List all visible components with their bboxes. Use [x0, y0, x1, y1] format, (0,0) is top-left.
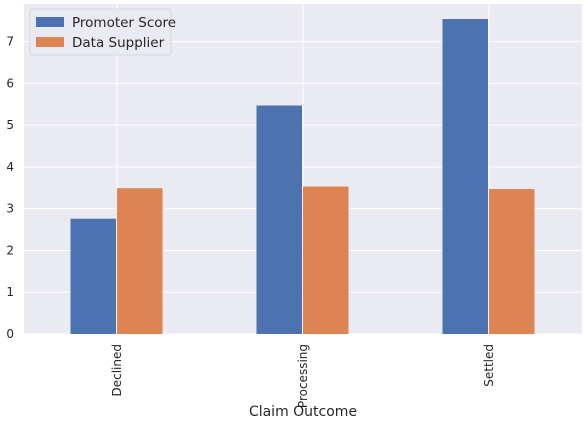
y-tick-label: 5 — [6, 118, 14, 132]
bar-data-supplier-processing — [303, 187, 349, 334]
legend-label-promoter-score: Promoter Score — [72, 15, 176, 31]
x-tick-label: Settled — [482, 344, 496, 387]
y-tick-label: 1 — [6, 285, 14, 299]
bar-data-supplier-declined — [117, 188, 163, 334]
legend-label-data-supplier: Data Supplier — [72, 35, 165, 51]
x-axis-ticks: Declined Processing Settled — [110, 344, 496, 408]
y-tick-label: 2 — [6, 243, 14, 257]
bar-promoter-score-processing — [257, 106, 303, 334]
y-tick-label: 7 — [6, 35, 14, 49]
legend-swatch-data-supplier — [36, 37, 64, 47]
x-tick-label: Declined — [110, 344, 124, 397]
y-tick-label: 4 — [6, 160, 14, 174]
y-tick-label: 6 — [6, 76, 14, 90]
legend: Promoter Score Data Supplier — [30, 9, 176, 55]
bar-promoter-score-declined — [71, 219, 117, 334]
x-tick-label: Processing — [296, 344, 310, 408]
y-tick-label: 0 — [6, 327, 14, 341]
bar-data-supplier-settled — [489, 189, 535, 334]
legend-swatch-promoter-score — [36, 17, 64, 27]
x-axis-label: Claim Outcome — [249, 404, 357, 420]
bar-promoter-score-settled — [443, 19, 489, 334]
y-axis-ticks: 0 1 2 3 4 5 6 7 — [6, 35, 14, 341]
y-tick-label: 3 — [6, 202, 14, 216]
